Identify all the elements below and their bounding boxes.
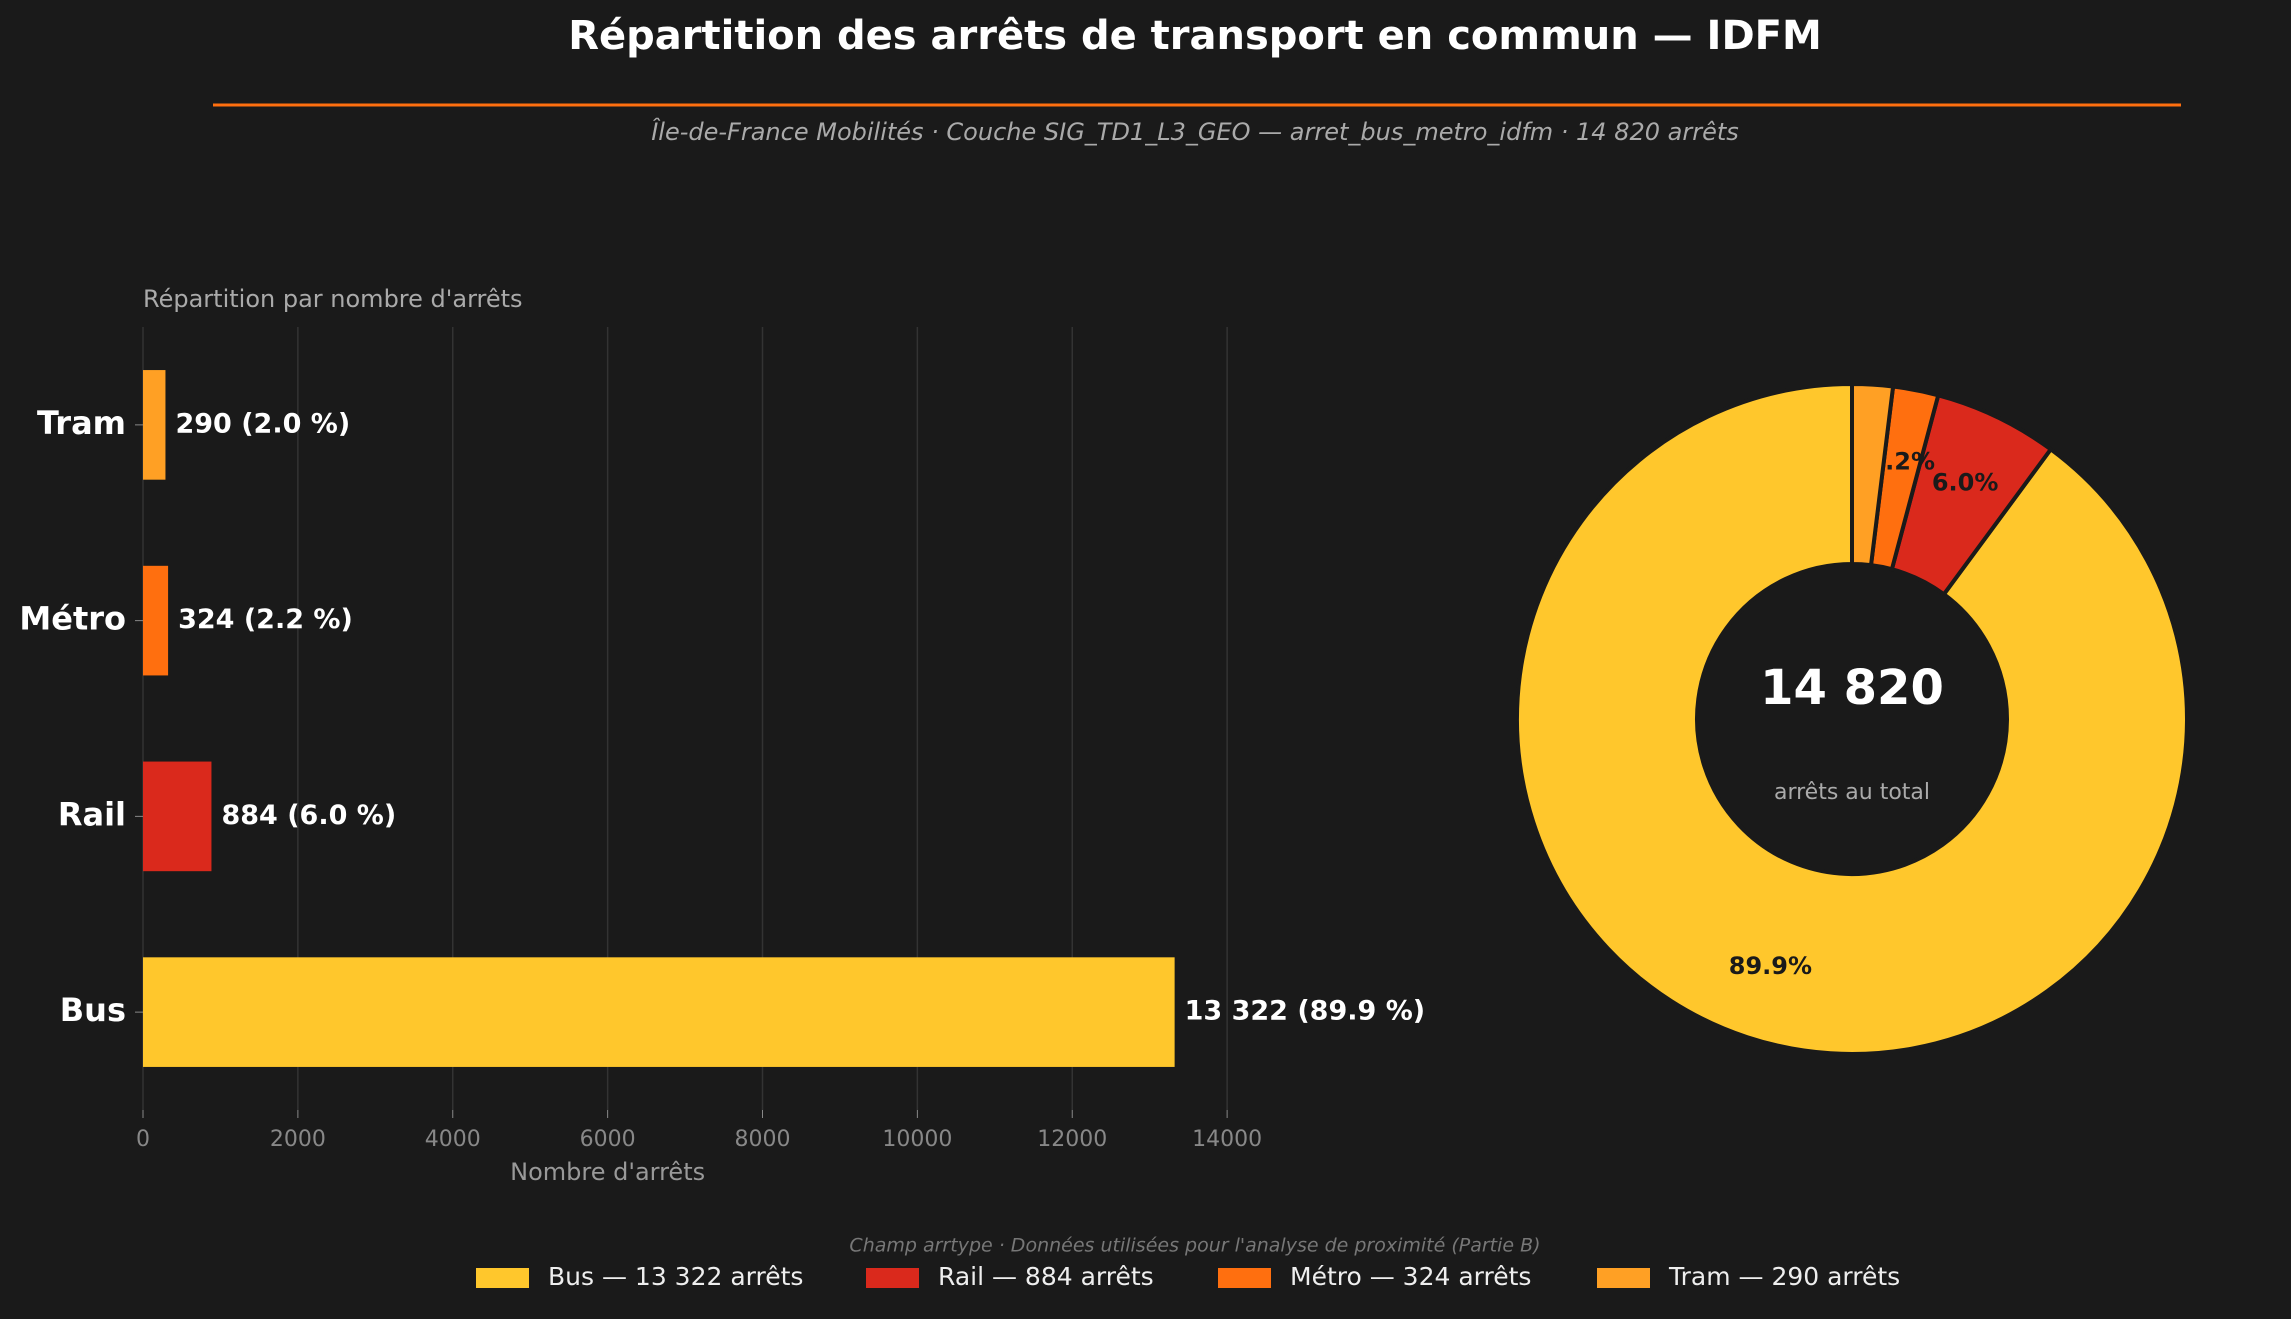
bar — [143, 957, 1175, 1067]
page-title: Répartition des arrêts de transport en c… — [568, 13, 1822, 59]
legend-swatch — [866, 1268, 919, 1288]
y-tick-label: Tram — [37, 404, 126, 442]
x-tick-label: 14000 — [1192, 1127, 1262, 1152]
axes-title: Répartition par nombre d'arrêts — [143, 285, 523, 313]
x-tick-label: 2000 — [270, 1127, 326, 1152]
value-label: 324 (2.2 %) — [178, 604, 353, 635]
value-label: 13 322 (89.9 %) — [1185, 996, 1425, 1027]
slice-label: 89.9% — [1729, 952, 1812, 980]
legend-swatch — [1218, 1268, 1271, 1288]
legend-swatch — [1597, 1268, 1650, 1288]
bar — [143, 565, 169, 676]
bar — [143, 370, 166, 480]
x-axis-label: Nombre d'arrêts — [510, 1158, 705, 1186]
footnote: Champ arrtype · Données utilisées pour l… — [849, 1235, 1540, 1257]
x-tick-label: 0 — [136, 1127, 150, 1152]
center-total: 14 820 — [1760, 660, 1944, 716]
subtitle: Île-de-France Mobilités · Couche SIG_TD1… — [651, 117, 1739, 146]
y-tick-label: Bus — [60, 991, 126, 1029]
x-tick-label: 6000 — [580, 1127, 636, 1152]
pie-slice — [1515, 381, 2189, 1056]
legend-label: Métro — 324 arrêts — [1290, 1262, 1531, 1291]
y-tick-label: Métro — [19, 600, 126, 638]
x-tick-label: 8000 — [735, 1127, 791, 1152]
pie-slice — [1850, 381, 1896, 568]
value-label: 290 (2.0 %) — [175, 408, 350, 439]
legend-label: Tram — 290 arrêts — [1668, 1262, 1900, 1291]
value-label: 884 (6.0 %) — [221, 800, 396, 831]
center-caption: arrêts au total — [1774, 780, 1930, 805]
x-tick-label: 10000 — [882, 1127, 952, 1152]
legend-label: Bus — 13 322 arrêts — [548, 1262, 803, 1291]
bar — [143, 761, 212, 872]
legend-swatch — [476, 1268, 529, 1288]
legend-label: Rail — 884 arrêts — [938, 1262, 1154, 1291]
slice-label: 6.0% — [1932, 468, 1999, 496]
x-tick-label: 12000 — [1037, 1127, 1107, 1152]
x-tick-label: 4000 — [425, 1127, 481, 1152]
y-tick-label: Rail — [58, 795, 126, 833]
